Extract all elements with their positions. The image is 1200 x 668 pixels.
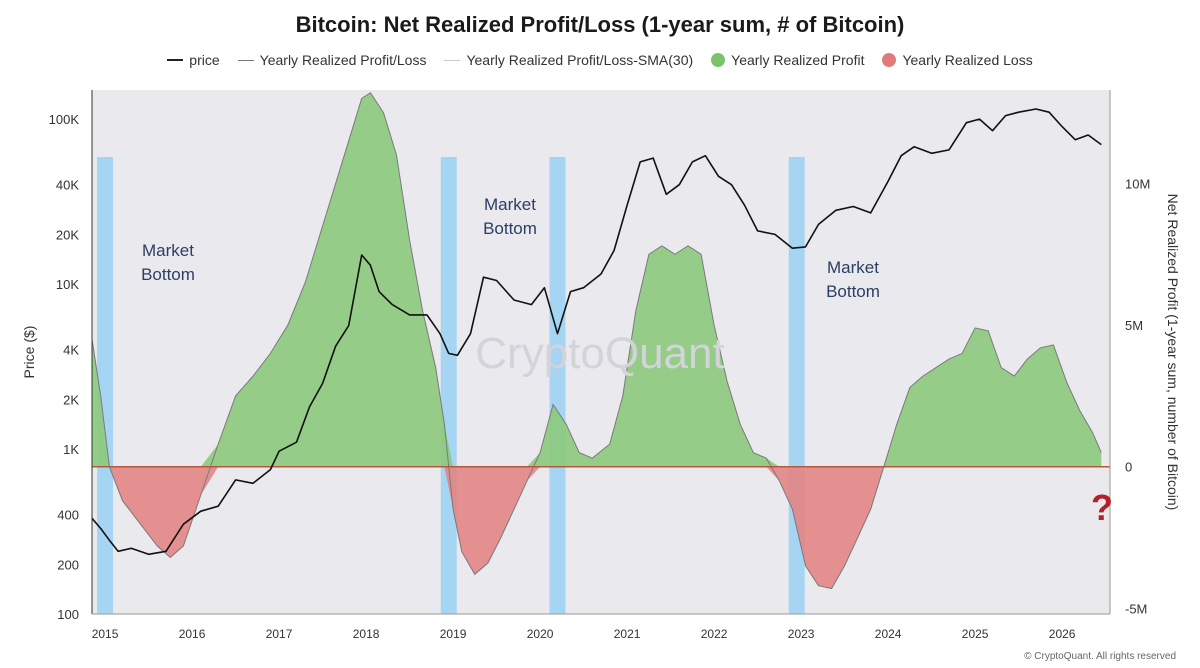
left-tick-label-2: 20K xyxy=(56,227,79,242)
legend-swatch-realized-profit xyxy=(711,53,726,67)
plot-background xyxy=(92,90,1110,614)
market-bottom-label-1: Market Bottom xyxy=(483,195,537,238)
market-bottom-label-line: Bottom xyxy=(826,282,880,301)
left-tick-label-4: 4K xyxy=(63,343,79,358)
right-tick-label-0: 10M xyxy=(1125,176,1150,191)
price-series xyxy=(91,108,1102,556)
right-tick-label-1: 5M xyxy=(1125,318,1143,333)
x-tick-label-4: 2019 xyxy=(440,627,467,641)
left-tick-label-0: 100K xyxy=(49,112,80,127)
market-bottom-label-0: Market Bottom xyxy=(141,241,195,284)
x-tick-label-1: 2016 xyxy=(179,627,206,641)
left-tick-label-5: 2K xyxy=(63,392,79,407)
copyright: © CryptoQuant. All rights reserved xyxy=(1024,651,1176,662)
x-tick-label-10: 2025 xyxy=(962,627,989,641)
x-tick-label-3: 2018 xyxy=(353,627,380,641)
price-line xyxy=(91,108,1102,556)
x-tick-label-7: 2022 xyxy=(701,627,728,641)
legend-item-price[interactable]: price xyxy=(167,52,220,68)
x-tick-label-11: 2026 xyxy=(1049,627,1076,641)
market-bottom-bar-2 xyxy=(549,157,566,614)
realized-loss-area xyxy=(92,466,1102,589)
legend-swatch-price xyxy=(167,59,184,61)
x-tick-label-0: 2015 xyxy=(92,627,119,641)
market-bottom-label-line: Market xyxy=(142,241,194,260)
right-tick-label-3: -5M xyxy=(1125,601,1147,616)
legend-item-realized-pl-sma[interactable]: Yearly Realized Profit/Loss-SMA(30) xyxy=(444,52,693,68)
right-axis-label: Net Realized Profit (1-year sum, number … xyxy=(1165,194,1181,511)
market-bottom-label-line: Market xyxy=(827,258,879,277)
market-bottom-bar-0 xyxy=(97,157,114,614)
realized-pl-line xyxy=(91,92,1102,590)
profit-loss-areas xyxy=(91,92,1110,590)
legend-swatch-realized-pl xyxy=(237,59,254,61)
left-axis-label: Price ($) xyxy=(21,326,37,379)
x-tick-label-8: 2023 xyxy=(788,627,815,641)
x-tick-label-5: 2020 xyxy=(527,627,554,641)
market-bottom-label-3: Market Bottom xyxy=(826,258,880,301)
left-tick-label-9: 100 xyxy=(57,607,79,622)
market-bottom-label-line: Market xyxy=(484,195,536,214)
legend-item-realized-pl[interactable]: Yearly Realized Profit/Loss xyxy=(237,52,427,68)
realized-profit-area xyxy=(92,92,1102,467)
legend-item-realized-loss[interactable]: Yearly Realized Loss xyxy=(882,52,1033,68)
chart-legend: price Yearly Realized Profit/Loss Yearly… xyxy=(0,52,1200,68)
left-tick-label-8: 200 xyxy=(57,557,79,572)
question-mark: ? xyxy=(1091,487,1113,528)
left-tick-label-1: 40K xyxy=(56,178,79,193)
legend-label-realized-profit: Yearly Realized Profit xyxy=(731,52,865,68)
x-tick-label-9: 2024 xyxy=(875,627,902,641)
axes: 100K 40K 20K 10K 4K 2K 1K 400 200 100 10M 5M 0 -5M 201… xyxy=(49,90,1150,641)
legend-swatch-realized-loss xyxy=(882,53,897,67)
market-bottom-label-line: Bottom xyxy=(483,219,537,238)
legend-swatch-realized-pl-sma xyxy=(444,59,461,61)
watermark: CryptoQuant xyxy=(475,329,724,378)
left-tick-label-7: 400 xyxy=(57,508,79,523)
chart-title: Bitcoin: Net Realized Profit/Loss (1-yea… xyxy=(295,12,905,37)
market-bottom-labels: Market Bottom Market Bottom Market Bottom xyxy=(141,195,880,301)
legend-label-realized-pl-sma: Yearly Realized Profit/Loss-SMA(30) xyxy=(466,52,694,68)
x-tick-label-2: 2017 xyxy=(266,627,293,641)
legend-item-realized-profit[interactable]: Yearly Realized Profit xyxy=(711,52,864,68)
legend-label-realized-loss: Yearly Realized Loss xyxy=(902,52,1033,68)
market-bottom-label-line: Bottom xyxy=(141,265,195,284)
market-bottom-bar-1 xyxy=(440,157,457,614)
legend-label-price: price xyxy=(189,52,220,68)
legend-label-realized-pl: Yearly Realized Profit/Loss xyxy=(259,52,427,68)
right-tick-label-2: 0 xyxy=(1125,460,1132,475)
left-tick-label-6: 1K xyxy=(63,442,79,457)
left-tick-label-3: 10K xyxy=(56,277,79,292)
x-tick-label-6: 2021 xyxy=(614,627,641,641)
